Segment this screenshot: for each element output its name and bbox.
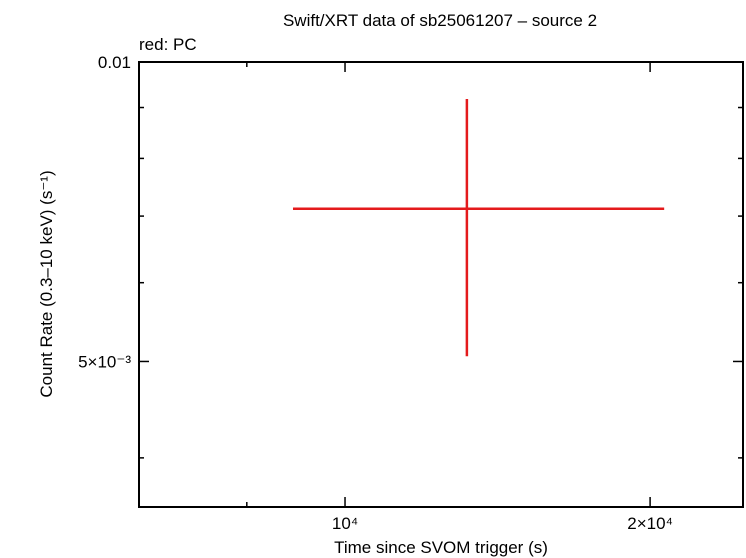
y-tick-label: 5×10⁻³ [78, 352, 131, 371]
chart-title: Swift/XRT data of sb25061207 – source 2 [283, 11, 597, 30]
plot-frame [138, 61, 744, 508]
x-tick-label: 10⁴ [332, 514, 358, 533]
x-axis-label: Time since SVOM trigger (s) [334, 538, 548, 557]
x-tick-label: 2×10⁴ [627, 514, 673, 533]
y-tick-label: 0.01 [98, 53, 131, 72]
chart-subtitle: red: PC [139, 35, 197, 54]
y-axis-label: Count Rate (0.3–10 keV) (s⁻¹) [37, 170, 56, 397]
